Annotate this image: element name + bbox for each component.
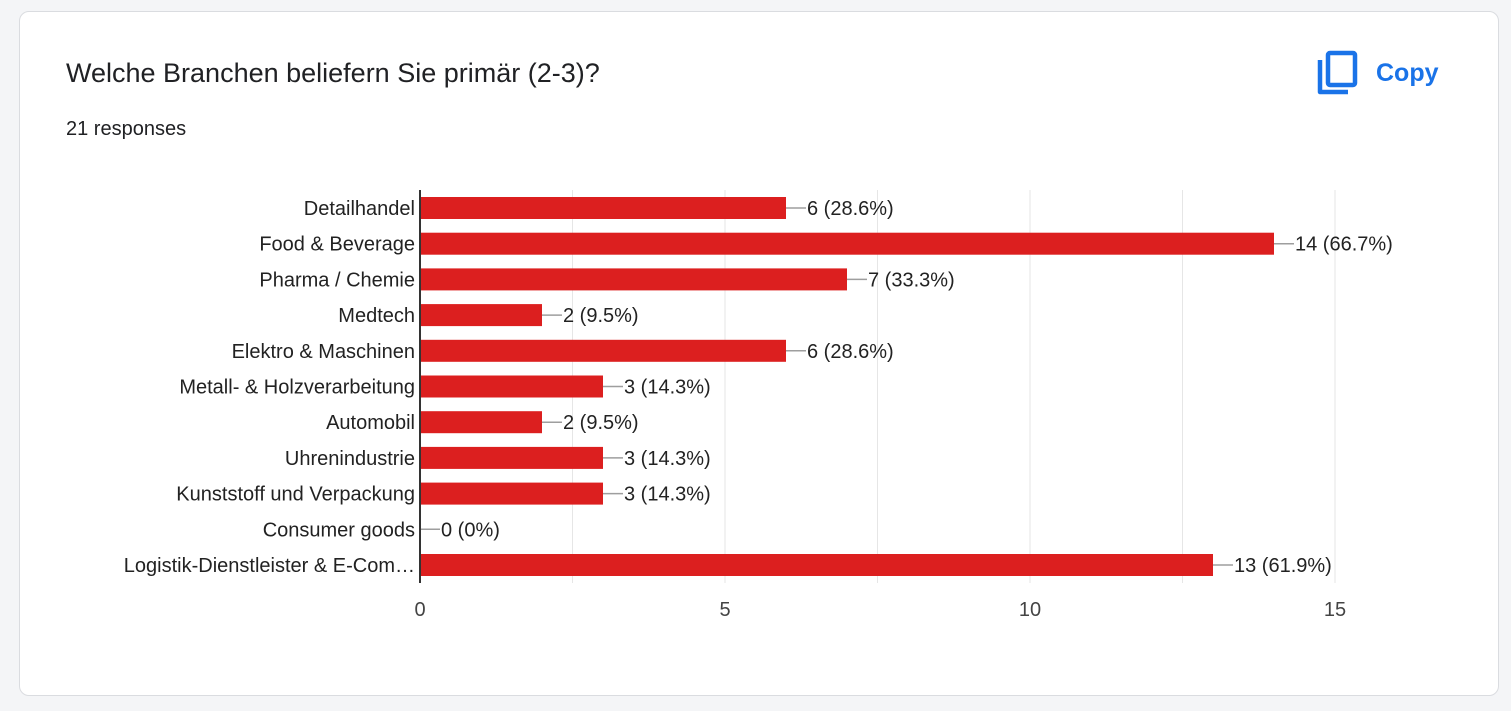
category-label: Elektro & Maschinen [232, 341, 415, 363]
category-label: Consumer goods [263, 519, 415, 541]
bar [420, 554, 1213, 576]
question-card: Welche Branchen beliefern Sie primär (2-… [19, 11, 1499, 696]
data-label: 3 (14.3%) [624, 484, 711, 506]
data-label: 13 (61.9%) [1234, 555, 1332, 577]
data-label: 2 (9.5%) [563, 305, 639, 327]
bar [420, 482, 603, 505]
bar [420, 446, 603, 469]
category-label: Medtech [338, 305, 415, 327]
data-label: 14 (66.7%) [1295, 234, 1393, 256]
copy-icon [1317, 50, 1358, 95]
data-label: 0 (0%) [441, 519, 500, 541]
bar [420, 268, 847, 291]
copy-button-label: Copy [1376, 58, 1439, 87]
category-label: Logistik-Dienstleister & E-Com… [124, 555, 415, 577]
bar [420, 232, 1274, 255]
data-label: 3 (14.3%) [624, 448, 711, 470]
x-tick-label: 0 [414, 599, 425, 621]
data-label: 3 (14.3%) [624, 377, 711, 399]
category-label: Uhrenindustrie [285, 448, 415, 470]
x-tick-label: 10 [1019, 599, 1041, 621]
category-label: Pharma / Chemie [259, 269, 415, 291]
category-label: Automobil [326, 412, 415, 434]
bar-chart: Detailhandel 6 (28.6%) Food & Beverage 14 (… [124, 190, 1393, 621]
response-count: 21 responses [66, 118, 187, 140]
data-label: 7 (33.3%) [868, 269, 955, 291]
category-label: Kunststoff und Verpackung [176, 484, 415, 506]
data-label: 6 (28.6%) [807, 341, 894, 363]
data-label: 6 (28.6%) [807, 198, 894, 220]
copy-button[interactable]: Copy [1316, 48, 1439, 98]
question-title: Welche Branchen beliefern Sie primär (2-… [66, 58, 600, 88]
data-label: 2 (9.5%) [563, 412, 639, 434]
bar [420, 411, 542, 434]
bar [420, 375, 603, 398]
bar [420, 197, 786, 219]
bar [420, 339, 786, 362]
category-label: Food & Beverage [259, 234, 415, 256]
x-tick-label: 5 [719, 599, 730, 621]
category-label: Metall- & Holzverarbeitung [179, 377, 415, 399]
category-label: Detailhandel [304, 198, 415, 220]
x-tick-label: 15 [1324, 599, 1346, 621]
bar [420, 304, 542, 327]
